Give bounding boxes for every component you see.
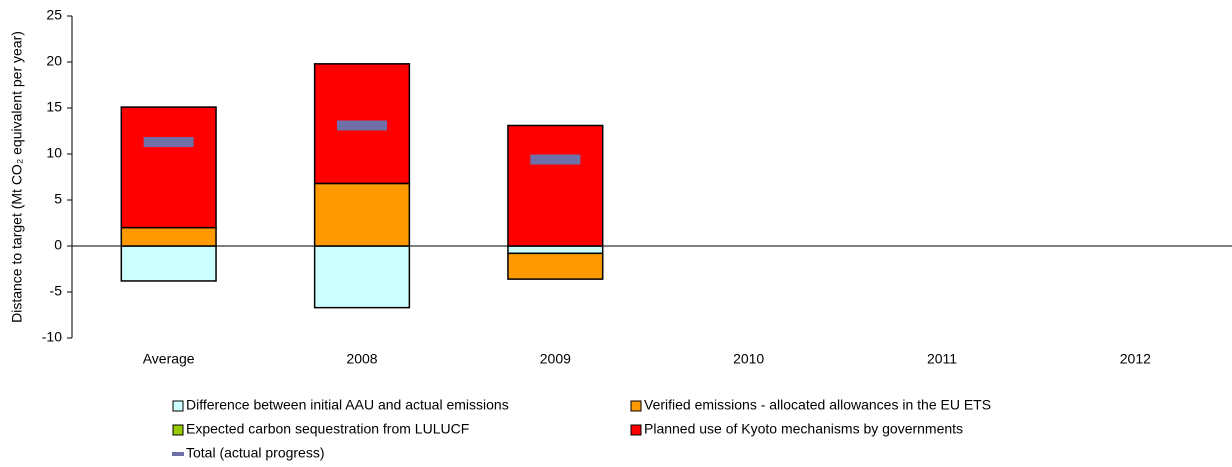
legend-swatch xyxy=(172,424,184,436)
y-tick-label: 5 xyxy=(54,191,62,207)
legend-label: Total (actual progress) xyxy=(186,445,325,461)
legend-swatch xyxy=(172,452,184,456)
legend-swatch xyxy=(630,400,642,412)
total-marker xyxy=(530,154,581,165)
bar-segment xyxy=(120,245,217,282)
y-tick-label: 20 xyxy=(46,53,62,69)
y-tick-label: 10 xyxy=(46,145,62,161)
x-tick-label: 2011 xyxy=(927,351,957,367)
legend-label: Verified emissions - allocated allowance… xyxy=(644,397,991,413)
x-tick-label: 2010 xyxy=(733,351,764,367)
x-tick-label: 2008 xyxy=(346,351,377,367)
total-marker xyxy=(337,120,387,131)
bar-segment xyxy=(507,245,604,255)
y-tick-label: -10 xyxy=(42,329,62,345)
x-tick-label: 2009 xyxy=(540,351,571,367)
bar-segment xyxy=(507,252,604,280)
bar-segment xyxy=(120,226,217,247)
legend-swatch xyxy=(172,400,184,412)
bar-segment xyxy=(120,106,217,229)
y-tick-label: -5 xyxy=(50,283,63,299)
y-tick-label: 25 xyxy=(46,7,62,23)
legend-label: Difference between initial AAU and actua… xyxy=(186,397,509,413)
bar-segment xyxy=(313,182,411,247)
x-tick-label: 2012 xyxy=(1120,351,1151,367)
legend-label: Planned use of Kyoto mechanisms by gover… xyxy=(644,421,963,437)
y-axis-title: Distance to target (Mt CO₂ equivalent pe… xyxy=(9,31,25,323)
y-tick-label: 15 xyxy=(46,99,62,115)
bar-segment xyxy=(507,124,604,247)
x-tick-label: Average xyxy=(143,351,195,367)
y-tick-label: 0 xyxy=(54,237,62,253)
bar-segment xyxy=(313,63,411,185)
total-marker xyxy=(143,137,194,148)
legend-label: Expected carbon sequestration from LULUC… xyxy=(186,421,469,437)
bar-segment xyxy=(313,245,411,309)
legend-swatch xyxy=(630,424,642,436)
